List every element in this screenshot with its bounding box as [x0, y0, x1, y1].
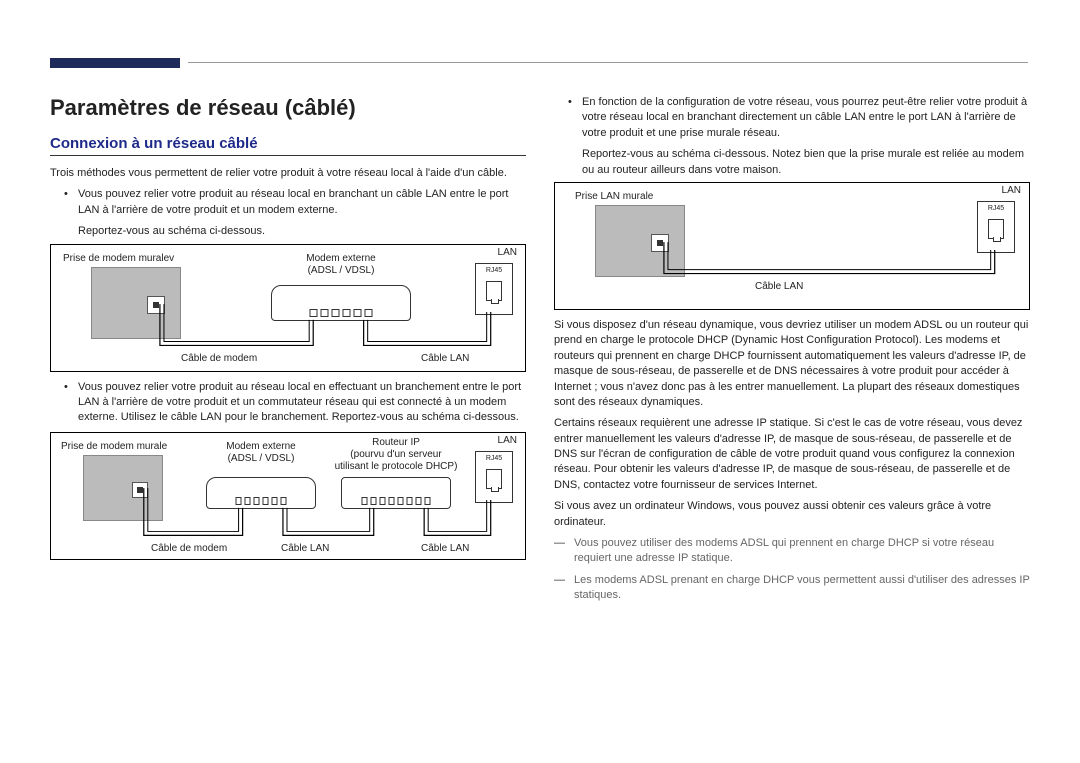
- dash-list: Vous pouvez utiliser des modems ADSL qui…: [554, 536, 1030, 604]
- d2-router-label-line2: (pourvu d'un serveur: [350, 449, 441, 460]
- d1-modem: [271, 285, 411, 321]
- diagram-1: Prise de modem muralev Modem externe (AD…: [50, 244, 526, 372]
- d1-modem-label-line1: Modem externe: [306, 253, 375, 264]
- bullet-3: En fonction de la configuration de votre…: [554, 95, 1030, 141]
- d2-router: [341, 477, 451, 509]
- d1-rj45-label: RJ45: [476, 267, 512, 274]
- right-column: En fonction de la configuration de votre…: [554, 95, 1030, 610]
- d2-lan-title: LAN: [498, 435, 517, 446]
- dash-2: Les modems ADSL prenant en charge DHCP v…: [554, 573, 1030, 604]
- bullet-list-2: Vous pouvez relier votre produit au rése…: [50, 380, 526, 426]
- bullet-3-sub: Reportez-vous au schéma ci-dessous. Note…: [554, 147, 1030, 178]
- d1-wallplate: [91, 267, 181, 339]
- d1-lanbox: RJ45: [475, 263, 513, 315]
- d2-router-label-line3: utilisant le protocole DHCP): [335, 461, 458, 472]
- d2-lanbox: RJ45: [475, 451, 513, 503]
- d3-lanbox: RJ45: [977, 201, 1015, 253]
- d2-wall-label: Prise de modem murale: [61, 441, 167, 453]
- d1-modem-label-line2: (ADSL / VDSL): [308, 265, 375, 276]
- bullet-list-1: Vous pouvez relier votre produit au rése…: [50, 187, 526, 218]
- right-para-3: Si vous avez un ordinateur Windows, vous…: [554, 499, 1030, 530]
- bullet-1-sub: Reportez-vous au schéma ci-dessous.: [50, 224, 526, 239]
- d1-wall-label: Prise de modem muralev: [63, 253, 174, 265]
- d2-cable-lan-label-2: Câble LAN: [421, 543, 469, 555]
- d2-router-label: Routeur IP (pourvu d'un serveur utilisan…: [326, 437, 466, 473]
- d2-modem-label-line1: Modem externe: [226, 441, 295, 452]
- d2-wallplate: [83, 455, 163, 521]
- intro-text: Trois méthodes vous permettent de relier…: [50, 166, 526, 181]
- d1-modem-label: Modem externe (ADSL / VDSL): [281, 253, 401, 277]
- diagram-2: Prise de modem murale Modem externe (ADS…: [50, 432, 526, 560]
- d3-cable-lan-label: Câble LAN: [755, 281, 803, 293]
- dash-1: Vous pouvez utiliser des modems ADSL qui…: [554, 536, 1030, 567]
- page-content: Paramètres de réseau (câblé) Connexion à…: [50, 95, 1030, 610]
- d3-wall-label: Prise LAN murale: [575, 191, 653, 203]
- d3-rj45-label: RJ45: [978, 205, 1014, 212]
- d3-wallplate: [595, 205, 685, 277]
- d2-rj45-label: RJ45: [476, 455, 512, 462]
- d1-cable-lan-label: Câble LAN: [421, 353, 469, 365]
- page-title: Paramètres de réseau (câblé): [50, 95, 526, 121]
- d3-lan-title: LAN: [1002, 185, 1021, 196]
- d2-cable-modem-label: Câble de modem: [151, 543, 227, 555]
- d1-lan-title: LAN: [498, 247, 517, 258]
- d2-modem: [206, 477, 316, 509]
- d2-router-label-line1: Routeur IP: [372, 437, 420, 448]
- bullet-2: Vous pouvez relier votre produit au rése…: [50, 380, 526, 426]
- section-subtitle: Connexion à un réseau câblé: [50, 135, 526, 156]
- diagram-3: Prise LAN murale LAN RJ45 Câble LAN: [554, 182, 1030, 310]
- header-rule-thick: [50, 58, 180, 68]
- d2-modem-label: Modem externe (ADSL / VDSL): [211, 441, 311, 465]
- d2-cable-lan-label-1: Câble LAN: [281, 543, 329, 555]
- d1-cable-modem-label: Câble de modem: [181, 353, 257, 365]
- bullet-list-3: En fonction de la configuration de votre…: [554, 95, 1030, 141]
- header-rule-thin: [188, 62, 1028, 63]
- bullet-1: Vous pouvez relier votre produit au rése…: [50, 187, 526, 218]
- right-para-2: Certains réseaux requièrent une adresse …: [554, 416, 1030, 493]
- right-para-1: Si vous disposez d'un réseau dynamique, …: [554, 318, 1030, 410]
- d2-modem-label-line2: (ADSL / VDSL): [228, 453, 295, 464]
- left-column: Paramètres de réseau (câblé) Connexion à…: [50, 95, 526, 610]
